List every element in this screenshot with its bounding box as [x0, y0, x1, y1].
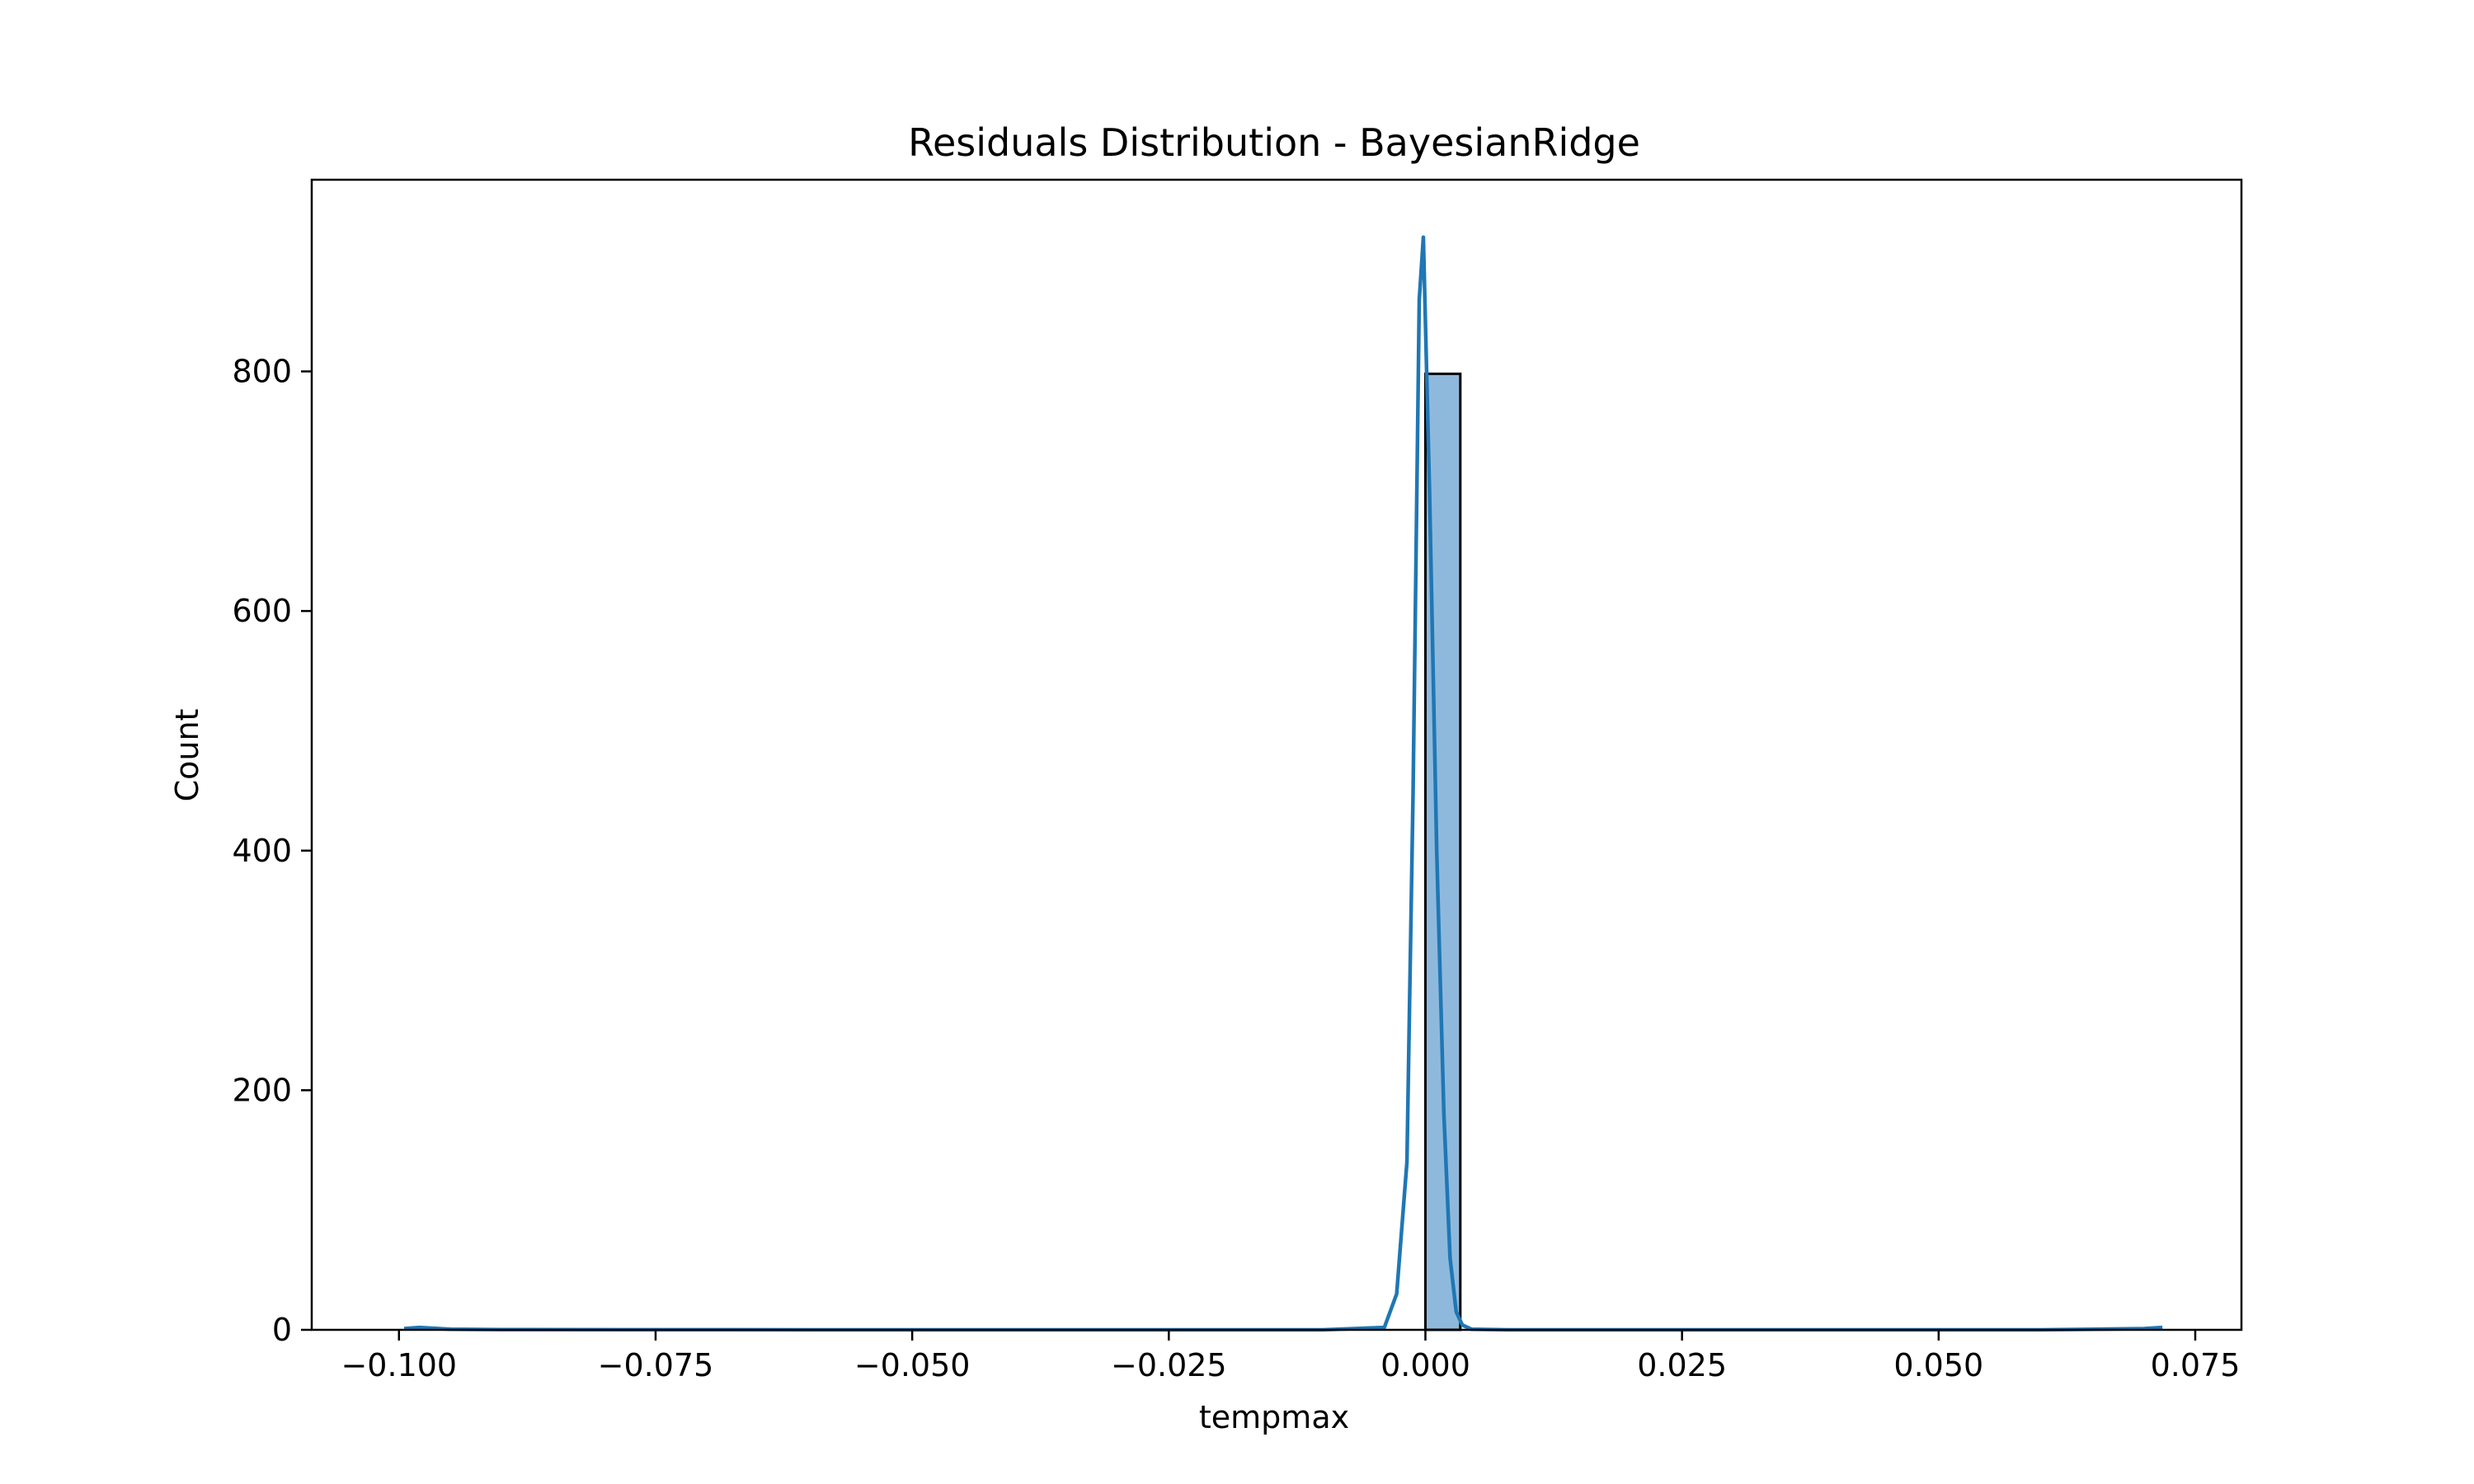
x-tick-label: −0.050: [854, 1347, 971, 1383]
x-axis: −0.100 −0.075 −0.050 −0.025 0.000 0.025 0.050 0…: [341, 1330, 2240, 1383]
plot-area: [403, 235, 2163, 1332]
chart-title: Residuals Distribution - BayesianRidge: [908, 120, 1640, 165]
x-tick-label: 0.075: [2151, 1347, 2241, 1383]
y-tick-label: 200: [232, 1072, 292, 1108]
x-tick-label: 0.025: [1637, 1347, 1727, 1383]
y-axis: 0 200 400 600 800: [232, 354, 312, 1348]
y-tick-label: 400: [232, 833, 292, 869]
x-tick-label: −0.025: [1111, 1347, 1227, 1383]
y-tick-label: 800: [232, 354, 292, 390]
plot-frame: [310, 178, 2243, 1331]
y-tick-label: 600: [232, 593, 292, 629]
x-tick-label: 0.050: [1893, 1347, 1983, 1383]
x-tick-label: −0.075: [598, 1347, 714, 1383]
x-tick-label: −0.100: [341, 1347, 457, 1383]
x-tick-label: 0.000: [1380, 1347, 1470, 1383]
y-tick-label: 0: [272, 1312, 292, 1348]
kde-line: [403, 235, 2163, 1332]
x-axis-label: tempmax: [1199, 1399, 1349, 1435]
y-axis-label: Count: [169, 709, 205, 802]
